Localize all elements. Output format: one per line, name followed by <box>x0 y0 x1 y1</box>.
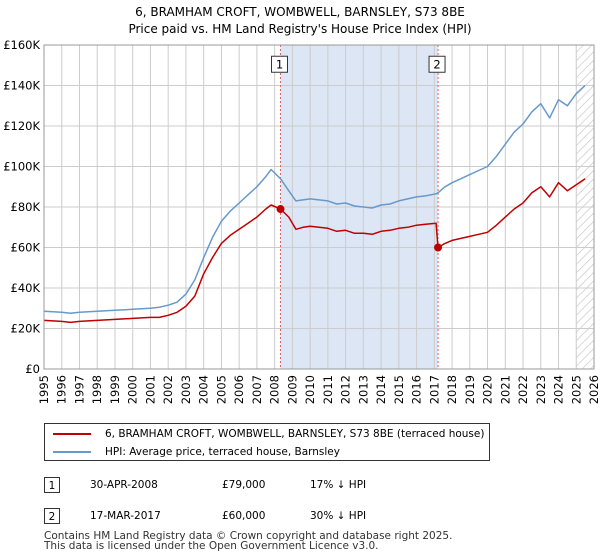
x-tick-label: 2012 <box>339 375 353 404</box>
y-tick-label: £160K <box>3 38 40 52</box>
x-tick-label: 2021 <box>498 375 512 404</box>
legend-item-hpi: HPI: Average price, terraced house, Barn… <box>53 443 340 461</box>
footer-line1: Contains HM Land Registry data © Crown c… <box>44 530 453 542</box>
footer-line2: This data is licensed under the Open Gov… <box>44 540 379 552</box>
x-tick-label: 1998 <box>90 375 104 404</box>
x-tick-label: 2015 <box>392 375 406 404</box>
x-tick-label: 2009 <box>285 375 299 404</box>
x-tick-label: 1995 <box>37 375 51 404</box>
footer-attribution: Contains HM Land Registry data © Crown c… <box>44 530 594 552</box>
sale-number-badge: 2 <box>44 508 60 524</box>
sale-hpi-diff: 30% ↓ HPI <box>310 510 367 522</box>
sale-date: 17-MAR-2017 <box>90 510 161 522</box>
sale-row: 1 30-APR-2008 £79,000 17% ↓ HPI <box>44 475 584 495</box>
y-tick-label: £40K <box>11 281 41 295</box>
x-tick-label: 1996 <box>55 375 69 404</box>
price-paid-line <box>43 178 586 324</box>
x-tick-label: 2018 <box>445 375 459 404</box>
sale-price: £60,000 <box>222 510 266 522</box>
x-tick-label: 2000 <box>126 375 140 404</box>
x-tick-label: 2017 <box>427 375 441 404</box>
x-tick-label: 2022 <box>516 375 530 404</box>
x-tick-label: 2001 <box>143 375 157 404</box>
y-tick-label: £140K <box>3 79 40 93</box>
sale-point <box>434 243 443 252</box>
y-tick-label: £0 <box>25 362 40 376</box>
sale-number-badge: 1 <box>44 477 60 493</box>
x-tick-label: 2008 <box>268 375 282 404</box>
x-tick-label: 2011 <box>321 375 335 404</box>
x-tick-label: 2016 <box>410 375 424 404</box>
x-tick-label: 2014 <box>374 375 388 404</box>
x-tick-label: 2005 <box>214 375 228 404</box>
sale-label-number: 2 <box>433 57 440 71</box>
y-tick-label: £120K <box>3 119 40 133</box>
y-tick-label: £20K <box>11 322 41 336</box>
x-tick-label: 2013 <box>356 375 370 404</box>
x-tick-label: 2002 <box>161 375 175 404</box>
sale-date: 30-APR-2008 <box>90 479 158 491</box>
x-tick-label: 2019 <box>463 375 477 404</box>
sale-label-box <box>271 55 288 73</box>
x-tick-label: 2025 <box>569 375 583 404</box>
legend-item-price: 6, BRAMHAM CROFT, WOMBWELL, BARNSLEY, S7… <box>53 425 484 443</box>
legend-hpi-swatch <box>53 451 91 453</box>
x-tick-label: 2026 <box>587 375 600 404</box>
chart-title-line1: 6, BRAMHAM CROFT, WOMBWELL, BARNSLEY, S7… <box>135 5 465 19</box>
sale-point <box>276 205 285 214</box>
legend-hpi-label: HPI: Average price, terraced house, Barn… <box>105 446 340 458</box>
x-tick-label: 2023 <box>534 375 548 404</box>
x-tick-label: 2003 <box>179 375 193 404</box>
y-tick-label: £100K <box>3 160 40 174</box>
x-tick-label: 2004 <box>197 375 211 404</box>
legend-price-swatch <box>53 433 91 435</box>
x-tick-label: 2010 <box>303 375 317 404</box>
x-tick-label: 1999 <box>108 375 122 404</box>
legend: 6, BRAMHAM CROFT, WOMBWELL, BARNSLEY, S7… <box>44 423 490 461</box>
x-tick-label: 2020 <box>481 375 495 404</box>
price-chart: 6, BRAMHAM CROFT, WOMBWELL, BARNSLEY, S7… <box>3 5 600 404</box>
y-tick-label: £60K <box>11 241 41 255</box>
x-tick-label: 2007 <box>250 375 264 404</box>
plot-border <box>43 44 595 370</box>
legend-price-label: 6, BRAMHAM CROFT, WOMBWELL, BARNSLEY, S7… <box>105 428 485 440</box>
x-tick-label: 2024 <box>552 375 566 404</box>
chart-title-line2: Price paid vs. HM Land Registry's House … <box>128 22 471 36</box>
sale-label-box <box>428 55 446 73</box>
x-tick-label: 2006 <box>232 375 246 404</box>
sale-hpi-diff: 17% ↓ HPI <box>310 479 367 491</box>
hpi-line <box>43 84 586 315</box>
x-tick-label: 1997 <box>72 375 86 404</box>
sale-row: 2 17-MAR-2017 £60,000 30% ↓ HPI <box>44 506 584 526</box>
sale-price: £79,000 <box>222 479 266 491</box>
y-tick-label: £80K <box>11 200 41 214</box>
sale-label-number: 1 <box>276 57 283 71</box>
